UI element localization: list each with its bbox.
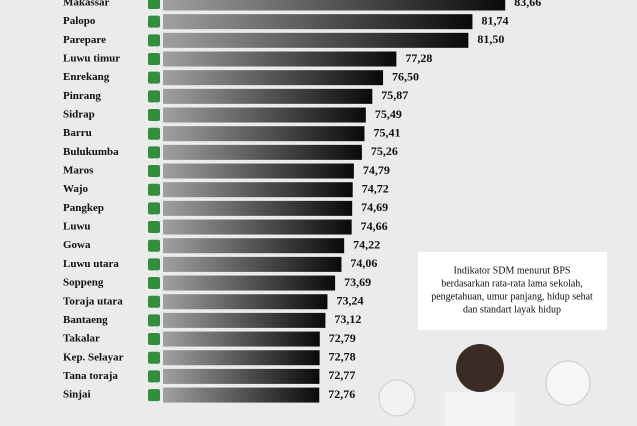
region-logo: [148, 15, 160, 28]
region-logo: [148, 202, 160, 215]
category-label: Takalar: [63, 333, 100, 345]
bar: [163, 88, 373, 104]
value-label: 74,66: [361, 219, 388, 233]
bar: [163, 14, 473, 30]
annotation: dan standart layak hidup: [463, 304, 561, 315]
bar: [163, 238, 345, 254]
bar: [163, 387, 320, 403]
category-label: Sidrap: [63, 109, 95, 121]
category-label: Luwu timur: [63, 53, 120, 65]
category-label: Enrekang: [63, 71, 110, 83]
region-logo: [148, 146, 160, 159]
bar: [163, 32, 469, 48]
value-label: 81,50: [477, 32, 504, 46]
value-label: 75,87: [381, 88, 408, 102]
region-logo: [148, 34, 160, 47]
value-label: 75,41: [373, 125, 400, 139]
region-logo: [148, 165, 160, 178]
value-label: 72,76: [328, 387, 355, 401]
annotation-box: [418, 252, 607, 330]
bar: [163, 200, 353, 216]
bar: [163, 368, 320, 384]
category-label: Sinjai: [63, 389, 91, 401]
value-label: 75,26: [371, 144, 398, 158]
value-label: 74,22: [353, 237, 380, 251]
region-logo: [148, 221, 160, 234]
category-label: Pangkep: [63, 202, 104, 214]
category-label: Maros: [63, 165, 94, 177]
value-label: 73,69: [344, 275, 371, 289]
bar: [163, 275, 336, 291]
bar: [163, 256, 342, 272]
region-logo: [148, 239, 160, 252]
bar: [163, 70, 384, 86]
value-label: 74,72: [362, 181, 389, 195]
annotation: berdasarkan rata-rata lama sekolah,: [441, 278, 583, 289]
region-logo: [148, 109, 160, 122]
value-label: 83,66: [514, 0, 541, 9]
bar: [163, 163, 354, 179]
annotation: pengetahuan, umur panjang, hidup sehat: [431, 291, 593, 302]
region-logo: [148, 71, 160, 84]
region-logo: [148, 351, 160, 364]
region-logo: [148, 53, 160, 66]
category-label: Bantaeng: [63, 314, 108, 326]
category-label: Soppeng: [63, 277, 104, 289]
region-logo: [148, 277, 160, 290]
region-logo: [148, 295, 160, 308]
value-label: 73,12: [334, 312, 361, 326]
region-logo: [148, 389, 160, 402]
category-label: Barru: [63, 127, 92, 139]
value-label: 74,06: [350, 256, 377, 270]
kids-illustration: [378, 344, 591, 426]
bar: [163, 182, 353, 198]
value-label: 74,79: [363, 163, 390, 177]
value-label: 75,49: [375, 107, 402, 121]
region-logo: [148, 314, 160, 327]
annotation: Indikator SDM menurut BPS: [454, 265, 571, 276]
region-logo: [148, 127, 160, 140]
category-label: Tana toraja: [63, 370, 118, 382]
bar: [163, 294, 328, 310]
value-label: 72,77: [328, 368, 355, 382]
value-label: 72,78: [329, 349, 356, 363]
value-label: 74,69: [361, 200, 388, 214]
bar: [163, 0, 506, 11]
category-label: Luwu: [63, 221, 91, 233]
value-label: 77,28: [405, 51, 432, 65]
category-label: Wajo: [63, 183, 89, 195]
bar: [163, 107, 366, 123]
category-label: Palopo: [63, 15, 96, 27]
bar: [163, 331, 320, 347]
bar: [163, 312, 326, 328]
bar: [163, 51, 397, 67]
category-label: Kep. Selayar: [63, 351, 124, 363]
region-logo: [148, 370, 160, 383]
region-logo: [148, 0, 160, 9]
value-label: 76,50: [392, 69, 419, 83]
category-label: Makassar: [63, 0, 110, 9]
region-logo: [148, 90, 160, 103]
category-label: Toraja utara: [63, 295, 123, 307]
region-logo: [148, 183, 160, 196]
value-label: 72,79: [329, 331, 356, 345]
category-label: Luwu utara: [63, 258, 119, 270]
bar: [163, 126, 365, 142]
category-label: Bulukumba: [63, 146, 119, 158]
category-label: Parepare: [63, 34, 106, 46]
category-label: Gowa: [63, 239, 91, 251]
value-label: 73,24: [336, 293, 363, 307]
value-label: 81,74: [481, 13, 508, 27]
region-logo: [148, 333, 160, 346]
bar: [163, 219, 352, 235]
category-label: Pinrang: [63, 90, 101, 102]
bar: [163, 350, 320, 366]
bar: [163, 144, 362, 160]
region-logo: [148, 258, 160, 271]
